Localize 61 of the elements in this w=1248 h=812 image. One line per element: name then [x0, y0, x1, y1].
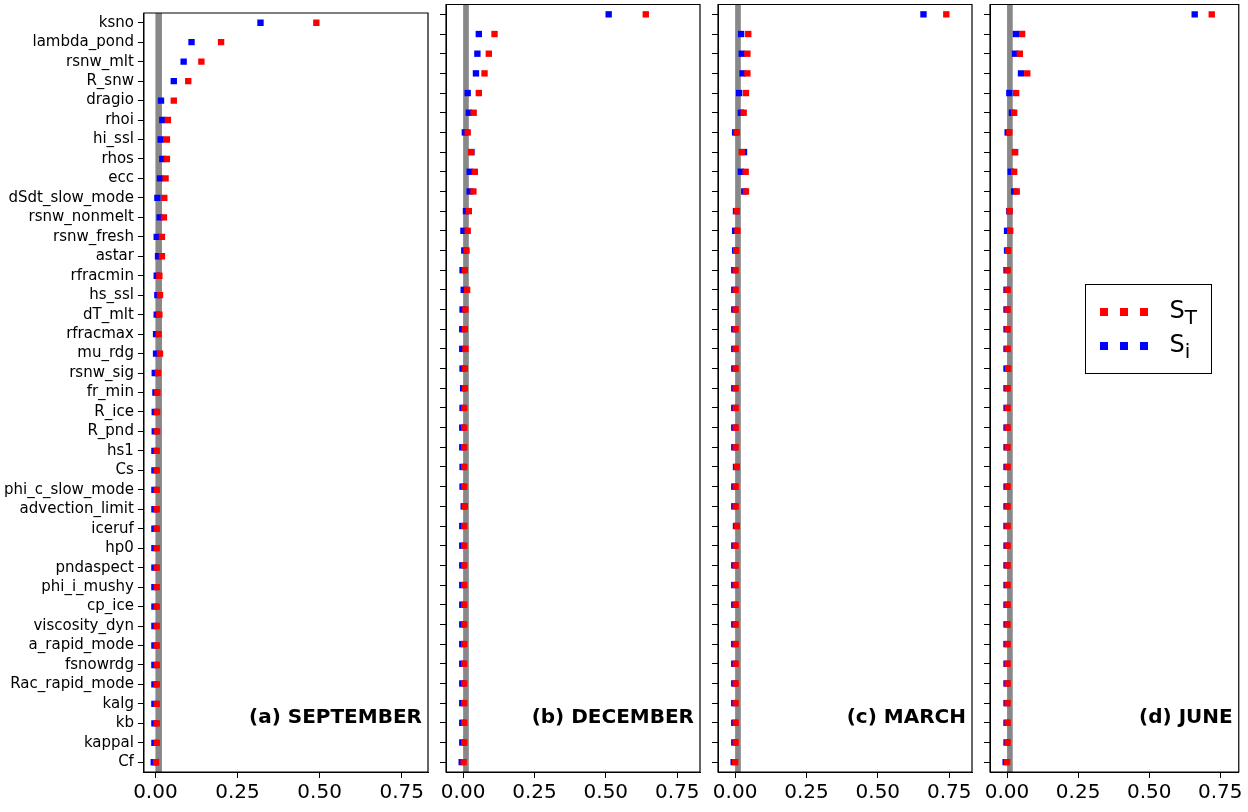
y-tick-label: hp0 [105, 538, 134, 557]
y-tick-label: rhoi [105, 109, 134, 128]
y-tick-label: rfracmax [66, 324, 135, 343]
y-tick-label: R_ice [94, 401, 134, 421]
x-tick-label: 0.25 [215, 779, 260, 804]
y-tick-label: rsnw_nonmelt [28, 207, 135, 227]
y-tick-label: rsnw_sig [69, 362, 134, 382]
y-tick-label: astar [95, 246, 135, 265]
y-tick-label: Cs [115, 460, 135, 479]
x-tick-label: 0.75 [926, 779, 972, 804]
y-tick-label: hs1 [107, 440, 134, 459]
y-tick-label: R_pnd [87, 421, 134, 441]
x-tick-label: 0.00 [984, 779, 1030, 804]
annotation: (a) SEPTEMBER [249, 704, 422, 729]
y-tick-label: lambda_pond [32, 32, 134, 52]
x-tick-label: 0.00 [712, 779, 758, 804]
x-tick-label: 0.00 [133, 779, 178, 804]
legend-label: S$_{T}$ [1169, 295, 1197, 329]
x-tick-label: 0.25 [784, 779, 829, 804]
annotation: (b) DECEMBER [531, 704, 694, 729]
y-tick-label: hi_ssl [92, 129, 134, 149]
y-tick-label: hs_ssl [89, 285, 134, 305]
x-tick-label: 0.00 [440, 779, 486, 804]
y-tick-label: rfracmin [70, 265, 134, 284]
x-tick-label: 0.50 [1126, 779, 1172, 804]
x-tick-label: 0.75 [654, 779, 700, 804]
y-tick-label: kb [115, 713, 134, 732]
y-tick-label: fsnowrdg [64, 654, 134, 673]
y-tick-label: dragio [86, 90, 134, 109]
y-tick-label: mu_rdg [77, 343, 134, 363]
y-tick-label: ecc [108, 168, 134, 187]
x-tick-label: 0.25 [1055, 779, 1101, 804]
y-tick-label: pndaspect [55, 557, 135, 576]
y-tick-label: advection_limit [19, 499, 135, 519]
y-tick-label: Rac_rapid_mode [10, 674, 134, 694]
x-tick-label: 0.50 [583, 779, 629, 804]
y-tick-label: rsnw_mlt [65, 51, 135, 71]
annotation: (c) MARCH [846, 704, 966, 729]
x-tick-label: 0.75 [1198, 779, 1243, 804]
legend-label: S$_{i}$ [1169, 329, 1191, 363]
y-tick-label: kappal [83, 732, 134, 751]
y-tick-label: rhos [101, 148, 135, 167]
y-tick-label: cp_ice [86, 596, 134, 616]
y-tick-label: viscosity_dyn [33, 615, 134, 635]
y-tick-label: a_rapid_mode [28, 635, 134, 655]
y-tick-label: rsnw_fresh [52, 226, 134, 246]
y-tick-label: dSdt_slow_mode [8, 187, 134, 207]
annotation: (d) JUNE [1139, 704, 1233, 729]
y-tick-label: fr_min [86, 382, 134, 402]
y-tick-label: iceruf [91, 518, 135, 537]
y-tick-label: Cf [118, 752, 135, 771]
y-tick-label: kalg [102, 693, 134, 712]
y-tick-label: ksno [98, 12, 134, 31]
y-tick-label: phi_i_mushy [41, 577, 135, 597]
y-tick-label: phi_c_slow_mode [3, 479, 134, 499]
y-tick-label: dT_mlt [83, 304, 135, 324]
x-tick-label: 0.75 [379, 779, 424, 804]
x-tick-label: 0.25 [512, 779, 557, 804]
x-tick-label: 0.50 [297, 779, 342, 804]
y-tick-label: R_snw [86, 71, 134, 91]
x-tick-label: 0.50 [855, 779, 901, 804]
